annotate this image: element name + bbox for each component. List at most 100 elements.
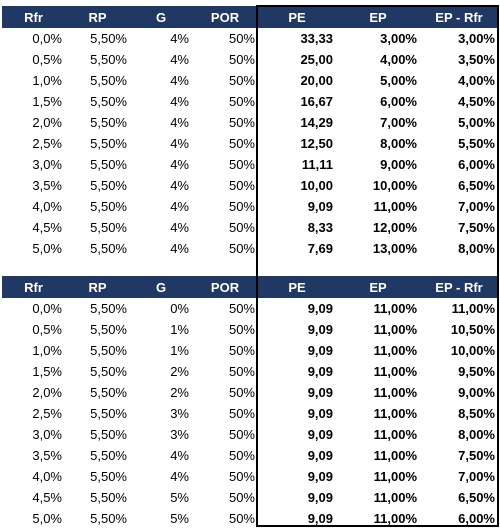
cell-pe[interactable]: 7,69 [307, 241, 333, 256]
cell-ep-minus-rfr[interactable]: 6,50% [458, 490, 495, 505]
cell-ep[interactable]: 11,00% [373, 343, 417, 358]
column-header-rp[interactable]: RP [65, 6, 130, 28]
cell-g[interactable]: 4% [170, 157, 189, 172]
cell-rp[interactable]: 5,50% [90, 448, 127, 463]
cell-ep[interactable]: 11,00% [373, 469, 417, 484]
cell-por[interactable]: 50% [228, 136, 255, 151]
cell-pe[interactable]: 9,09 [307, 469, 333, 484]
cell-por[interactable]: 50% [228, 511, 255, 526]
cell-por[interactable]: 50% [228, 52, 255, 67]
cell-por[interactable]: 50% [228, 157, 255, 172]
cell-ep[interactable]: 9,00% [380, 157, 417, 172]
column-header-rp[interactable]: RP [65, 276, 130, 298]
cell-g[interactable]: 3% [170, 427, 189, 442]
cell-rfr[interactable]: 4,5% [32, 490, 62, 505]
cell-rp[interactable]: 5,50% [90, 469, 127, 484]
cell-rfr[interactable]: 2,0% [32, 115, 62, 130]
cell-ep[interactable]: 5,00% [380, 73, 417, 88]
cell-por[interactable]: 50% [228, 448, 255, 463]
cell-g[interactable]: 4% [170, 220, 189, 235]
cell-rp[interactable]: 5,50% [90, 73, 127, 88]
cell-rp[interactable]: 5,50% [90, 241, 127, 256]
cell-por[interactable]: 50% [228, 406, 255, 421]
cell-pe[interactable]: 25,00 [300, 52, 333, 67]
cell-ep[interactable]: 11,00% [373, 322, 417, 337]
column-header-ep-minus-rfr[interactable]: EP - Rfr [420, 6, 498, 28]
cell-g[interactable]: 4% [170, 73, 189, 88]
cell-rfr[interactable]: 5,0% [32, 511, 62, 526]
cell-ep-minus-rfr[interactable]: 3,50% [458, 52, 495, 67]
cell-ep-minus-rfr[interactable]: 7,50% [458, 220, 495, 235]
cell-ep[interactable]: 3,00% [380, 31, 417, 46]
cell-ep-minus-rfr[interactable]: 8,00% [458, 241, 495, 256]
cell-ep-minus-rfr[interactable]: 7,00% [458, 199, 495, 214]
cell-ep[interactable]: 11,00% [373, 199, 417, 214]
cell-ep[interactable]: 11,00% [373, 511, 417, 526]
cell-rp[interactable]: 5,50% [90, 31, 127, 46]
cell-g[interactable]: 5% [170, 511, 189, 526]
cell-rp[interactable]: 5,50% [90, 220, 127, 235]
cell-rfr[interactable]: 4,5% [32, 220, 62, 235]
cell-pe[interactable]: 14,29 [300, 115, 333, 130]
cell-g[interactable]: 4% [170, 199, 189, 214]
cell-por[interactable]: 50% [228, 73, 255, 88]
column-header-g[interactable]: G [130, 6, 192, 28]
cell-ep[interactable]: 11,00% [373, 301, 417, 316]
cell-ep[interactable]: 11,00% [373, 427, 417, 442]
cell-g[interactable]: 2% [170, 364, 189, 379]
cell-ep-minus-rfr[interactable]: 4,00% [458, 73, 495, 88]
cell-ep[interactable]: 11,00% [373, 490, 417, 505]
cell-ep-minus-rfr[interactable]: 9,00% [458, 385, 495, 400]
cell-ep-minus-rfr[interactable]: 7,00% [458, 469, 495, 484]
cell-pe[interactable]: 9,09 [307, 448, 333, 463]
cell-ep[interactable]: 12,00% [372, 220, 417, 235]
column-header-por[interactable]: POR [192, 276, 258, 298]
cell-pe[interactable]: 9,09 [307, 490, 333, 505]
column-header-rfr[interactable]: Rfr [2, 6, 65, 28]
cell-rfr[interactable]: 1,0% [32, 343, 62, 358]
cell-g[interactable]: 4% [170, 115, 189, 130]
cell-ep[interactable]: 11,00% [373, 364, 417, 379]
cell-por[interactable]: 50% [228, 427, 255, 442]
cell-por[interactable]: 50% [228, 199, 255, 214]
column-header-pe[interactable]: PE [258, 6, 336, 28]
cell-ep[interactable]: 10,00% [372, 178, 417, 193]
cell-g[interactable]: 4% [170, 469, 189, 484]
cell-g[interactable]: 1% [170, 322, 189, 337]
cell-por[interactable]: 50% [228, 385, 255, 400]
cell-ep-minus-rfr[interactable]: 8,50% [458, 406, 495, 421]
cell-g[interactable]: 4% [170, 136, 189, 151]
cell-ep-minus-rfr[interactable]: 8,00% [458, 427, 495, 442]
cell-ep-minus-rfr[interactable]: 11,00% [451, 301, 495, 316]
column-header-por[interactable]: POR [192, 6, 258, 28]
cell-pe[interactable]: 9,09 [307, 406, 333, 421]
cell-g[interactable]: 4% [170, 52, 189, 67]
cell-pe[interactable]: 16,67 [300, 94, 333, 109]
cell-rp[interactable]: 5,50% [90, 427, 127, 442]
cell-rp[interactable]: 5,50% [90, 301, 127, 316]
cell-ep-minus-rfr[interactable]: 10,50% [450, 322, 495, 337]
cell-rfr[interactable]: 0,0% [32, 301, 62, 316]
cell-rfr[interactable]: 2,5% [32, 136, 62, 151]
cell-pe[interactable]: 9,09 [307, 322, 333, 337]
cell-pe[interactable]: 9,09 [307, 427, 333, 442]
cell-ep-minus-rfr[interactable]: 6,00% [458, 511, 495, 526]
cell-pe[interactable]: 9,09 [307, 199, 333, 214]
cell-por[interactable]: 50% [228, 31, 255, 46]
cell-rp[interactable]: 5,50% [90, 385, 127, 400]
cell-g[interactable]: 3% [170, 406, 189, 421]
cell-por[interactable]: 50% [228, 241, 255, 256]
cell-rp[interactable]: 5,50% [90, 511, 127, 526]
column-header-g[interactable]: G [130, 276, 192, 298]
cell-ep[interactable]: 4,00% [380, 52, 417, 67]
cell-ep[interactable]: 11,00% [373, 448, 417, 463]
cell-ep[interactable]: 11,00% [373, 406, 417, 421]
cell-pe[interactable]: 9,09 [307, 364, 333, 379]
cell-rfr[interactable]: 3,5% [32, 178, 62, 193]
cell-rfr[interactable]: 4,0% [32, 469, 62, 484]
cell-rp[interactable]: 5,50% [90, 94, 127, 109]
cell-rfr[interactable]: 2,0% [32, 385, 62, 400]
cell-g[interactable]: 5% [170, 490, 189, 505]
cell-por[interactable]: 50% [228, 301, 255, 316]
cell-rfr[interactable]: 0,5% [32, 322, 62, 337]
